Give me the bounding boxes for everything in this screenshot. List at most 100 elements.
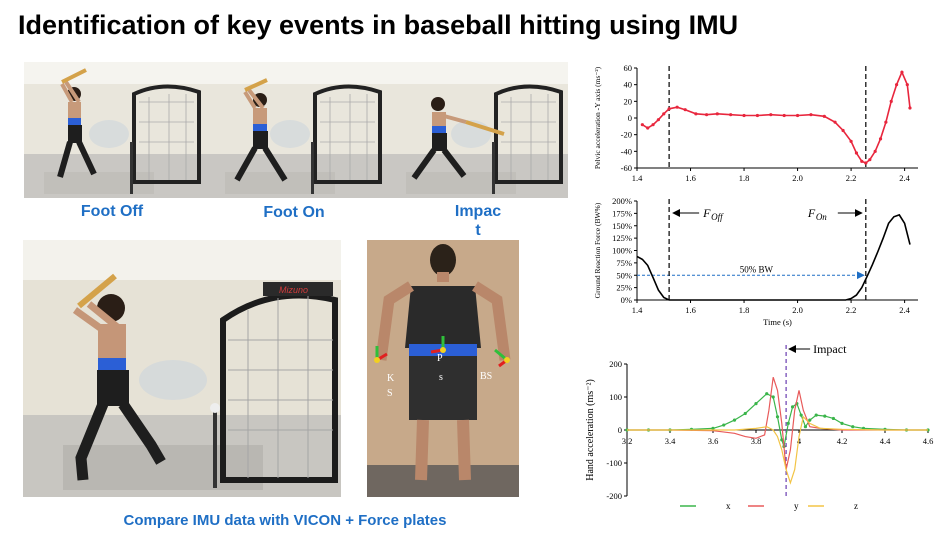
pelvic-x-tick-label: 2.2	[846, 173, 857, 183]
hand-series-x-point	[711, 426, 715, 430]
photo-impact	[386, 62, 568, 198]
pelvic-series-0-point	[860, 159, 864, 163]
label-ps-s: s	[439, 372, 443, 383]
hand-series-x-point	[814, 413, 818, 417]
photo-foot-off	[24, 62, 205, 198]
foot-off-symbol: F	[702, 206, 711, 220]
hand-series-x-point	[689, 427, 694, 431]
pelvic-series-0-point	[864, 161, 868, 165]
hand-series-x-point	[795, 402, 799, 406]
pelvic-series-0-point	[849, 139, 853, 143]
pelvic-series-0-point	[704, 113, 709, 117]
grf-y-axis-label: Ground Reaction Force (BW%)	[593, 202, 602, 298]
pelvic-y-tick-label: 0	[628, 113, 632, 123]
pelvic-y-tick-label: -40	[621, 146, 632, 156]
hand-x-tick-label: 3.6	[708, 436, 719, 446]
caption-compare: Compare IMU data with VICON + Force plat…	[123, 512, 447, 529]
pelvic-series-0-point	[755, 113, 760, 118]
pelvic-series-0-point	[833, 120, 837, 124]
grf-bw-label: 50% BW	[740, 264, 774, 274]
pelvic-x-tick-label: 2.0	[792, 173, 803, 183]
hand-series-x-point	[840, 421, 844, 425]
pelvic-series-0-point	[900, 70, 904, 74]
foot-off-subscript: Off	[711, 212, 724, 222]
caption-foot-off: Foot Off	[80, 203, 144, 220]
hand-series-x-point	[754, 402, 758, 406]
pelvic-series-0-line	[641, 70, 911, 164]
hand-x-tick-label: 4.4	[880, 436, 891, 446]
hand-x-tick-label: 4.2	[837, 436, 848, 446]
grf-x-tick-label: 2.2	[846, 305, 857, 315]
grf-y-tick-label: 125%	[612, 233, 632, 243]
grf-series-0-line	[636, 213, 911, 301]
grf-x-axis-label: Time (s)	[763, 317, 792, 327]
pelvic-series-0-point	[683, 108, 687, 112]
pelvic-series-0-point	[715, 112, 719, 116]
caption-foot-on: Foot On	[263, 204, 325, 221]
photo-back-view: K S P s BS	[367, 240, 519, 497]
pelvic-series-0-point	[905, 83, 909, 87]
pelvic-series-0-point	[782, 113, 786, 118]
hand-x-tick-label: 4.6	[923, 436, 934, 446]
hand-series-x-point	[782, 444, 786, 449]
hand-series-x-point	[646, 428, 651, 432]
hand-series-x-point	[808, 418, 812, 422]
grf-y-tick-label: 150%	[612, 221, 632, 231]
pelvic-y-tick-label: 40	[624, 80, 633, 90]
pelvic-series-0-point	[822, 114, 826, 118]
hand-series-x-point	[926, 428, 930, 432]
pelvic-series-0-point	[662, 112, 666, 116]
pelvic-y-tick-label: -60	[621, 163, 632, 173]
grf-x-tick-label: 2.4	[899, 305, 910, 315]
grf-y-tick-label: 50%	[616, 270, 632, 280]
label-ks-s: S	[387, 388, 393, 399]
net-brand: Mizuno	[279, 285, 308, 295]
pelvic-series-0-point	[878, 137, 883, 141]
hand-series-x-point	[786, 421, 790, 425]
pelvic-series-0-point	[908, 106, 912, 110]
pelvic-series-0-point	[854, 151, 859, 155]
hand-y-tick-label: 0	[618, 425, 622, 435]
hand-series-x-point	[780, 438, 784, 442]
pelvic-series-0-point	[675, 105, 679, 109]
foot-on-symbol: F	[807, 206, 816, 220]
pelvic-x-tick-label: 1.6	[685, 173, 696, 183]
hand-series-x-line	[627, 392, 928, 449]
grf-x-tick-label: 2.0	[792, 305, 803, 315]
hand-series-x-point	[803, 425, 808, 429]
pelvic-series-0-point	[646, 126, 650, 130]
pelvic-series-0-point	[640, 123, 644, 127]
hand-series-z-line	[627, 415, 928, 485]
label-ps-p: P	[437, 353, 443, 364]
photo-foot-on	[205, 62, 386, 198]
hand-series-x-point	[765, 392, 769, 396]
grf-y-tick-label: 200%	[612, 196, 632, 206]
hand-series-x-point	[775, 415, 780, 419]
hand-y-tick-label: -100	[606, 458, 622, 468]
hand-y-tick-label: 100	[609, 392, 622, 402]
pelvic-series-0-point	[742, 113, 746, 118]
legend-label-y: y	[794, 501, 799, 511]
hand-x-tick-label: 3.8	[751, 436, 762, 446]
hand-series-x-point	[625, 428, 629, 432]
hand-y-tick-label: -200	[606, 491, 622, 501]
grf-y-tick-label: 175%	[612, 208, 632, 218]
pelvic-series-0-point	[651, 123, 655, 127]
hand-series-x-point	[799, 413, 803, 417]
pelvic-y-tick-label: 20	[624, 96, 633, 106]
hand-series-x-point	[883, 427, 887, 431]
photo-batter-large: Mizuno	[23, 240, 341, 497]
hand-series-x-point	[851, 425, 855, 429]
pelvic-y-axis-label: Pelvic acceleration -Y axis (ms⁻²)	[593, 66, 602, 169]
pelvic-series-0-point	[894, 83, 899, 87]
hand-series-x-point	[861, 426, 866, 430]
pelvic-series-0-point	[841, 128, 845, 133]
pelvic-series-0-point	[884, 120, 888, 124]
label-ks-k: K	[387, 373, 395, 384]
caption-impact-line1: Impac	[454, 203, 502, 220]
pelvic-series-0-point	[809, 113, 813, 117]
pelvic-series-0-point	[656, 118, 661, 122]
grf-x-tick-label: 1.6	[685, 305, 696, 315]
pelvic-x-tick-label: 2.4	[899, 173, 910, 183]
pelvic-series-0-point	[729, 113, 733, 117]
